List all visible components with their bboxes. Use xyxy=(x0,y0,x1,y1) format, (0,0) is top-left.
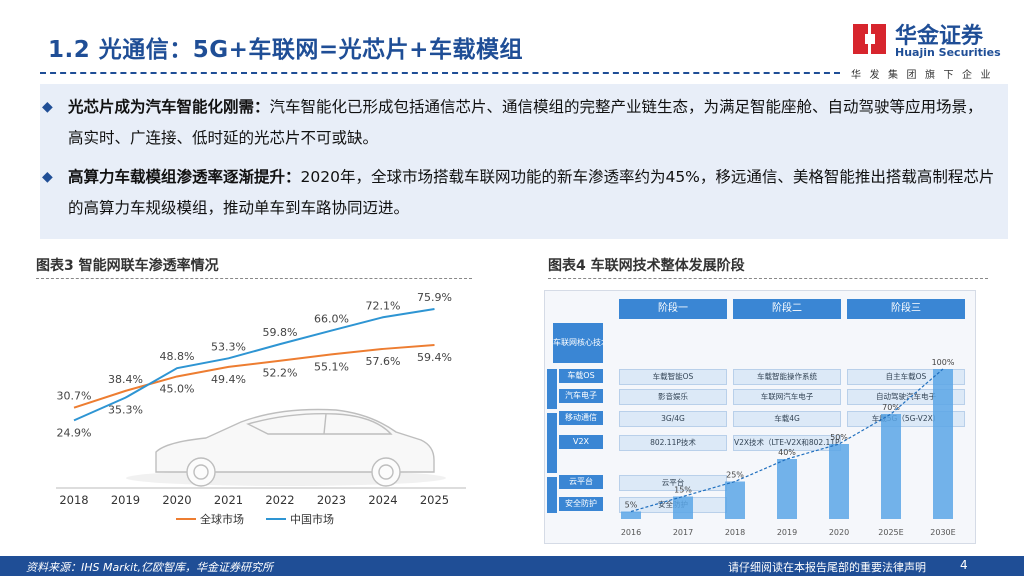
x-tick-label: 2019 xyxy=(111,493,140,507)
title-divider xyxy=(40,72,840,74)
data-label: 48.8% xyxy=(160,350,195,363)
series-line-global xyxy=(73,344,435,409)
adoption-bar xyxy=(777,459,797,519)
bullet-paragraph-1: ◆ 光芯片成为汽车智能化刚需：汽车智能化已形成包括通信芯片、通信模组的完整产业链… xyxy=(42,92,998,154)
year-label: 2020 xyxy=(829,528,849,537)
data-label: 38.4% xyxy=(108,373,143,386)
category-bar xyxy=(547,477,557,513)
page-title: 1.2 光通信：5G+车联网=光芯片+车载模组 xyxy=(48,37,523,63)
adoption-bar xyxy=(725,481,745,519)
figure4-title-rule xyxy=(548,278,988,279)
data-label: 55.1% xyxy=(314,360,349,373)
tech-row-label: 移动通信 xyxy=(559,411,603,425)
tech-cell: 车载4G xyxy=(733,411,841,427)
penetration-line-chart: 30.7% 38.4% 45.0% 49.4% 52.2% 55.1% 57.6% 59.4%… xyxy=(56,291,466,526)
bullet-paragraph-2: ◆ 高算力车载模组渗透率逐渐提升：2020年，全球市场搭载车联网功能的新车渗透率… xyxy=(42,162,998,224)
data-label: 57.6% xyxy=(366,355,401,368)
huajin-logo-icon xyxy=(853,24,886,54)
summary-box: ◆ 光芯片成为汽车智能化刚需：汽车智能化已形成包括通信芯片、通信模组的完整产业链… xyxy=(40,84,1008,239)
tech-cell: 影音娱乐 xyxy=(619,389,727,405)
diamond-bullet-icon: ◆ xyxy=(42,169,53,185)
tech-cell: 车联网汽车电子 xyxy=(733,389,841,405)
x-tick-label: 2025 xyxy=(420,493,449,507)
tech-cell: V2X技术（LTE-V2X和802.11P） xyxy=(733,435,841,451)
tech-row-label: V2X xyxy=(559,435,603,449)
bar-value-label: 25% xyxy=(726,471,744,480)
data-label: 45.0% xyxy=(160,382,195,395)
footer-bar: 资料来源：IHS Markit,亿欧智库，华金证券研究所 请仔细阅读在本报告尾部… xyxy=(0,556,1024,576)
legal-disclaimer: 请仔细阅读在本报告尾部的重要法律声明 xyxy=(728,561,926,574)
data-label: 35.3% xyxy=(108,404,143,417)
series-line-china xyxy=(73,307,435,422)
year-label: 2019 xyxy=(777,528,797,537)
year-label: 2017 xyxy=(673,528,693,537)
bar-value-label: 70% xyxy=(882,403,900,412)
tech-row-label: 安全防护 xyxy=(559,497,603,511)
data-label: 59.4% xyxy=(417,351,452,364)
data-label: 53.3% xyxy=(211,340,246,353)
adoption-bar xyxy=(933,369,953,519)
figure4-title: 图表4 车联网技术整体发展阶段 xyxy=(548,258,745,274)
data-label: 24.9% xyxy=(57,426,92,439)
tech-cell: 车载智能OS xyxy=(619,369,727,385)
bullet-lead: 光芯片成为汽车智能化刚需： xyxy=(68,98,270,116)
x-tick-label: 2020 xyxy=(162,493,191,507)
logo-tagline: 华发集团旗下企业 xyxy=(851,70,999,81)
company-logo: 华金证券 Huajin Securities 华发集团旗下企业 xyxy=(851,20,1011,81)
tech-row-label: 云平台 xyxy=(559,475,603,489)
tech-cell: 3G/4G xyxy=(619,411,727,427)
bar-value-label: 50% xyxy=(830,433,848,442)
bullet-body: 汽车智能化已形成包括通信芯片、通信模组的完整产业链生态，为满足智能座舱、自动驾驶… xyxy=(68,98,983,147)
x-tick-label: 2023 xyxy=(317,493,346,507)
year-label: 2030E xyxy=(930,528,955,537)
page-number: 4 xyxy=(960,558,968,572)
bar-value-label: 40% xyxy=(778,448,796,457)
logo-english-name: Huajin Securities xyxy=(895,46,1001,59)
data-label: 52.2% xyxy=(263,367,298,380)
diamond-bullet-icon: ◆ xyxy=(42,99,53,115)
data-label: 49.4% xyxy=(211,373,246,386)
core-tech-header: 车联网核心技术 xyxy=(553,323,603,363)
logo-chinese-name: 华金证券 xyxy=(895,24,984,49)
year-label: 2018 xyxy=(725,528,745,537)
adoption-bar xyxy=(829,444,849,519)
category-bar xyxy=(547,413,557,473)
chart3-title: 图表3 智能网联车渗透率情况 xyxy=(36,258,219,274)
car-illustration xyxy=(126,408,446,487)
x-tick-label: 2024 xyxy=(368,493,397,507)
year-label: 2016 xyxy=(621,528,641,537)
adoption-bar-chart: 5% 2016 15% 2017 25% 2018 40% 2019 50% 2020 70% 202… xyxy=(621,358,956,537)
legend-label: 中国市场 xyxy=(290,512,334,526)
category-bar xyxy=(547,369,557,409)
source-note: 资料来源：IHS Markit,亿欧智库，华金证券研究所 xyxy=(26,561,273,574)
data-label: 59.8% xyxy=(263,326,298,339)
data-label: 75.9% xyxy=(417,291,452,304)
data-label: 66.0% xyxy=(314,313,349,326)
stage-3-header: 阶段三 xyxy=(847,299,965,319)
adoption-bar xyxy=(673,496,693,519)
tech-row-label: 车载OS xyxy=(559,369,603,383)
data-label: 72.1% xyxy=(366,299,401,312)
x-tick-label: 2021 xyxy=(214,493,243,507)
adoption-bar xyxy=(621,511,641,519)
year-label: 2025E xyxy=(878,528,903,537)
x-tick-label: 2018 xyxy=(59,493,88,507)
bullet-lead: 高算力车载模组渗透率逐渐提升： xyxy=(68,168,301,186)
stage-1-header: 阶段一 xyxy=(619,299,727,319)
legend-label: 全球市场 xyxy=(200,512,244,526)
tech-cell: 车载智能操作系统 xyxy=(733,369,841,385)
data-label: 30.7% xyxy=(57,390,92,403)
bar-value-label: 15% xyxy=(674,486,692,495)
tech-row-label: 汽车电子 xyxy=(559,389,603,403)
chart3-title-rule xyxy=(36,278,472,279)
x-tick-label: 2022 xyxy=(265,493,294,507)
bullet-body: 2020年，全球市场搭载车联网功能的新车渗透率约为45%，移远通信、美格智能推出… xyxy=(68,168,995,217)
stage-2-header: 阶段二 xyxy=(733,299,841,319)
tech-cell: 802.11P技术 xyxy=(619,435,727,451)
adoption-bar xyxy=(881,414,901,519)
bar-value-label: 100% xyxy=(932,358,955,367)
bar-value-label: 5% xyxy=(625,501,638,510)
